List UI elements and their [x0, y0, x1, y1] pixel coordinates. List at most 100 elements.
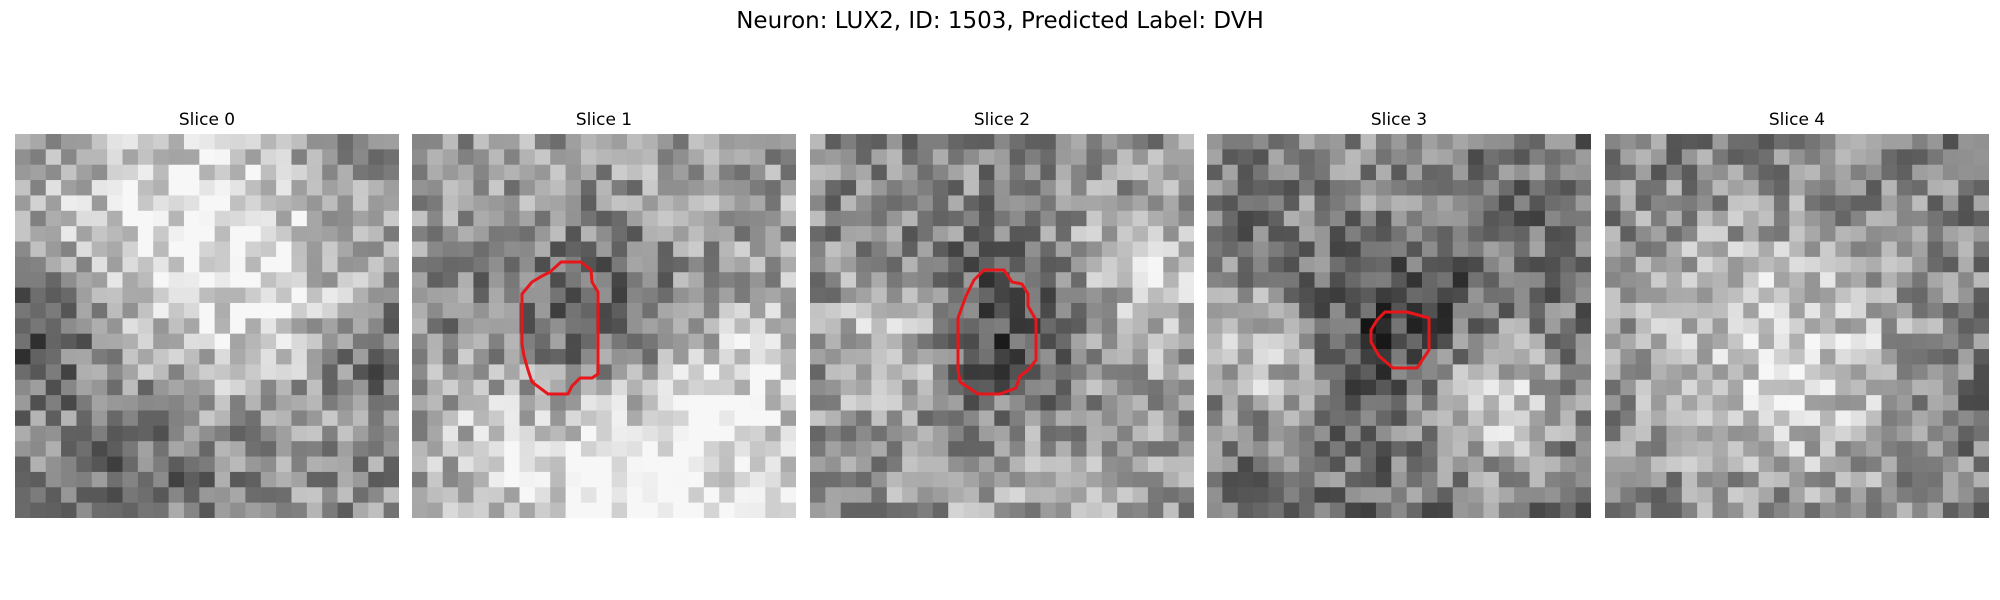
pixel-cell — [368, 164, 385, 181]
pixel-cell — [734, 395, 751, 411]
pixel-cell — [427, 134, 444, 150]
pixel-cell — [337, 318, 354, 335]
pixel-cell — [1681, 149, 1698, 166]
pixel-cell — [61, 287, 77, 304]
pixel-cell — [1101, 395, 1118, 411]
pixel-cell — [168, 164, 185, 181]
pixel-cell — [1375, 379, 1392, 396]
pixel-cell — [1958, 302, 1975, 319]
pixel-cell — [1758, 425, 1775, 442]
pixel-cell — [1391, 349, 1408, 365]
pixel-cell — [153, 180, 169, 196]
pixel-cell — [1927, 180, 1944, 196]
pixel-cell — [214, 210, 231, 227]
pixel-cell — [1268, 379, 1285, 396]
pixel-cell — [30, 195, 47, 212]
pixel-cell — [427, 456, 444, 473]
pixel-cell — [611, 210, 628, 227]
pixel-cell — [1973, 226, 1989, 242]
pixel-cell — [183, 349, 200, 365]
pixel-cell — [1329, 149, 1346, 166]
pixel-cell — [673, 287, 689, 304]
pixel-cell — [1927, 502, 1944, 518]
pixel-cell — [856, 180, 872, 196]
pixel-cell — [383, 441, 399, 457]
pixel-cell — [611, 226, 628, 242]
pixel-cell — [1514, 134, 1530, 150]
pixel-cell — [688, 134, 705, 150]
pixel-cell — [948, 410, 964, 427]
pixel-cell — [107, 210, 123, 227]
pixel-cell — [1132, 256, 1149, 273]
pixel-cell — [948, 256, 964, 273]
pixel-cell — [368, 379, 385, 396]
pixel-cell — [1758, 226, 1775, 242]
pixel-cell — [1666, 364, 1683, 381]
slice-image-4 — [1605, 134, 1989, 518]
pixel-cell — [917, 487, 934, 504]
pixel-cell — [1514, 364, 1530, 381]
pixel-cell — [76, 272, 93, 288]
pixel-cell — [1283, 410, 1300, 427]
pixel-cell — [1896, 210, 1913, 227]
pixel-cell — [122, 195, 139, 212]
pixel-cell — [15, 134, 31, 150]
pixel-cell — [427, 210, 444, 227]
pixel-cell — [1651, 195, 1667, 212]
pixel-cell — [368, 410, 385, 427]
pixel-cell — [611, 364, 628, 381]
pixel-cell — [534, 134, 551, 150]
pixel-cell — [1268, 441, 1285, 457]
pixel-cell — [780, 149, 796, 166]
pixel-cell — [45, 226, 62, 242]
pixel-cell — [886, 333, 903, 350]
roi-contour — [520, 260, 600, 396]
pixel-cell — [1207, 379, 1223, 396]
pixel-cell — [978, 287, 995, 304]
pixel-cell — [1329, 425, 1346, 442]
pixel-cell — [673, 364, 689, 381]
pixel-cell — [291, 395, 308, 411]
pixel-cell — [580, 287, 597, 304]
pixel-cell — [383, 456, 399, 473]
pixel-cell — [15, 456, 31, 473]
pixel-cell — [1743, 302, 1759, 319]
pixel-cell — [1483, 425, 1500, 442]
pixel-cell — [1314, 364, 1331, 381]
pixel-cell — [1575, 256, 1591, 273]
pixel-cell — [442, 471, 459, 488]
pixel-cell — [978, 149, 995, 166]
pixel-cell — [383, 210, 399, 227]
pixel-cell — [442, 164, 459, 181]
pixel-cell — [1942, 425, 1959, 442]
pixel-cell — [703, 441, 720, 457]
pixel-cell — [627, 502, 643, 518]
pixel-cell — [1560, 441, 1577, 457]
pixel-cell — [1544, 349, 1561, 365]
pixel-cell — [765, 456, 782, 473]
pixel-cell — [1207, 256, 1223, 273]
pixel-cell — [168, 456, 185, 473]
pixel-cell — [1620, 425, 1637, 442]
pixel-cell — [91, 241, 108, 258]
pixel-cell — [1314, 318, 1331, 335]
pixel-cell — [1025, 441, 1041, 457]
pixel-cell — [565, 302, 582, 319]
pixel-cell — [1514, 395, 1530, 411]
pixel-cell — [76, 256, 93, 273]
pixel-cell — [840, 456, 857, 473]
pixel-cell — [1544, 410, 1561, 427]
pixel-cell — [886, 287, 903, 304]
pixel-cell — [565, 441, 582, 457]
pixel-cell — [1773, 134, 1790, 150]
pixel-cell — [1040, 226, 1057, 242]
pixel-cell — [427, 226, 444, 242]
pixel-cell — [291, 287, 308, 304]
pixel-cell — [1055, 134, 1072, 150]
slice-panel-0: Slice 0 — [15, 108, 399, 518]
pixel-cell — [673, 487, 689, 504]
pixel-cell — [856, 456, 872, 473]
pixel-cell — [1314, 210, 1331, 227]
pixel-cell — [45, 302, 62, 319]
roi-contour — [1369, 310, 1431, 370]
